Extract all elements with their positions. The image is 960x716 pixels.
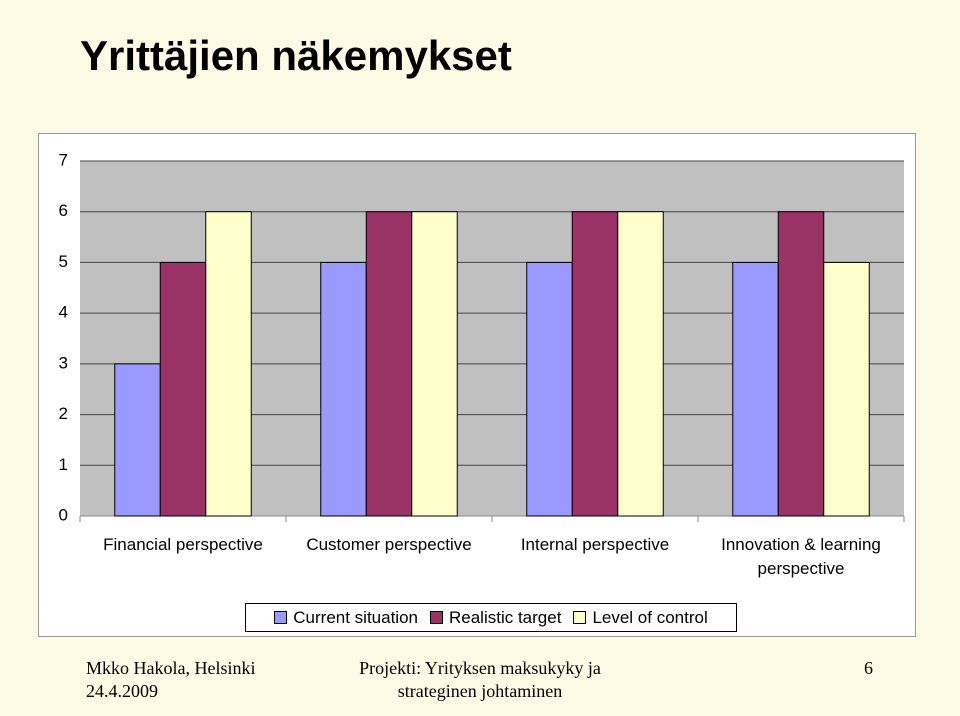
bar xyxy=(777,211,825,517)
x-tick-label: Internal perspective xyxy=(520,535,670,554)
bar xyxy=(411,211,458,517)
legend-swatch xyxy=(430,611,443,624)
bar xyxy=(159,261,207,517)
x-tick-label: Customer perspective xyxy=(306,535,472,554)
footer-author: Mkko Hakola, Helsinki 24.4.2009 xyxy=(86,657,255,703)
footer-line: Mkko Hakola, Helsinki xyxy=(86,658,256,678)
legend-label: Realistic target xyxy=(449,607,562,627)
legend-swatch xyxy=(573,611,587,624)
y-tick-label: 4 xyxy=(59,303,68,322)
bar xyxy=(320,261,367,517)
legend-item: Current situation xyxy=(274,608,418,628)
y-tick-label: 1 xyxy=(59,455,68,474)
y-tick-label: 2 xyxy=(59,404,68,423)
bar xyxy=(205,211,252,517)
footer-line: strateginen johtaminen xyxy=(397,681,563,701)
page-number: 6 xyxy=(864,658,873,678)
bar xyxy=(617,211,664,517)
legend-label: Level of control xyxy=(592,607,708,627)
y-tick-label: 0 xyxy=(59,505,68,524)
bar xyxy=(732,261,779,517)
legend-swatch xyxy=(274,611,288,624)
bar xyxy=(114,363,161,517)
legend: Current situation Realistic target Level o… xyxy=(245,603,737,632)
y-tick-label: 5 xyxy=(59,252,68,271)
bar xyxy=(365,211,413,517)
slide-title: Yrittäjien näkemykset xyxy=(80,32,512,79)
y-tick-label: 6 xyxy=(59,201,68,220)
bar xyxy=(823,261,870,517)
legend-label: Current situation xyxy=(293,607,418,627)
footer-line: Projekti: Yrityksen maksukyky ja xyxy=(359,658,601,678)
y-tick-label: 3 xyxy=(59,353,68,372)
x-tick-label: Innovation & learning perspective xyxy=(721,535,881,578)
legend-item: Level of control xyxy=(573,607,708,628)
legend-item: Realistic target xyxy=(430,608,561,628)
footer-project: Projekti: Yrityksen maksukyky ja strateg… xyxy=(330,657,630,703)
x-tick-label: Financial perspective xyxy=(103,535,263,554)
bar xyxy=(526,261,573,517)
bar xyxy=(571,211,619,517)
y-tick-label: 7 xyxy=(59,150,68,169)
footer-line: 24.4.2009 xyxy=(86,681,158,701)
